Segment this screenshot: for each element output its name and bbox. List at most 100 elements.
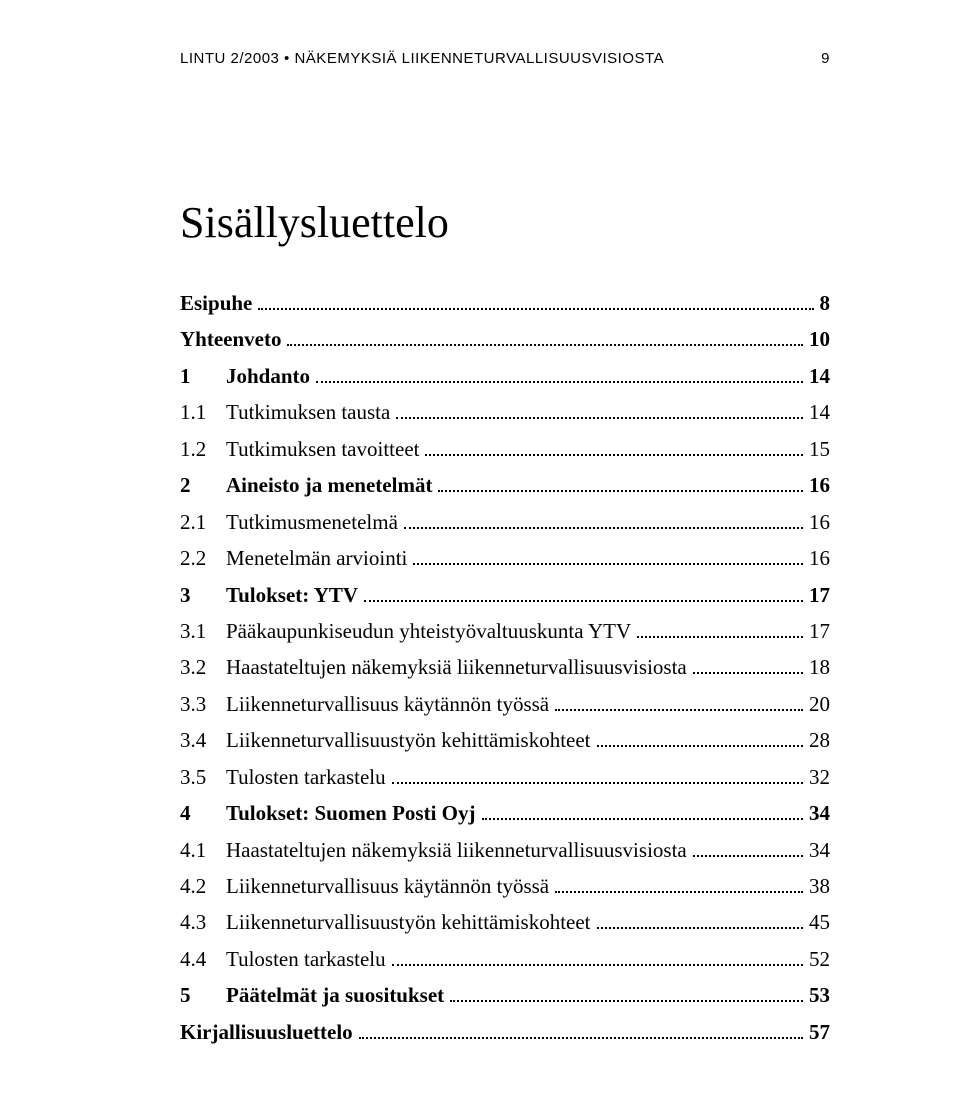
toc-entry-page: 52 xyxy=(809,944,830,974)
toc-entry-label: Aineisto ja menetelmät xyxy=(226,470,432,500)
toc-entry-label: Yhteenveto xyxy=(180,324,281,354)
toc-leader-dots xyxy=(597,913,803,930)
toc-leader-dots xyxy=(392,949,803,966)
toc-row: 3.5Tulosten tarkastelu 32 xyxy=(180,762,830,792)
toc-row: 3.4Liikenneturvallisuustyön kehittämisko… xyxy=(180,725,830,755)
toc-entry-page: 18 xyxy=(809,652,830,682)
toc-entry-number: 2 xyxy=(180,470,226,500)
toc-entry-label: Tulokset: Suomen Posti Oyj xyxy=(226,798,476,828)
toc-entry-label: Johdanto xyxy=(226,361,310,391)
toc-entry-label: Tutkimusmenetelmä xyxy=(226,507,398,537)
toc-entry-page: 15 xyxy=(809,434,830,464)
toc-leader-dots xyxy=(450,986,803,1003)
toc-entry-number: 2.1 xyxy=(180,507,226,537)
toc-entry-number: 4.2 xyxy=(180,871,226,901)
toc-entry-page: 16 xyxy=(809,543,830,573)
toc-leader-dots xyxy=(396,403,803,420)
toc-row: 3.3Liikenneturvallisuus käytännön työssä… xyxy=(180,689,830,719)
toc-entry-label: Tutkimuksen tausta xyxy=(226,397,390,427)
toc-row: Esipuhe 8 xyxy=(180,288,830,318)
toc-row: 5Päätelmät ja suositukset 53 xyxy=(180,980,830,1010)
toc-entry-number: 5 xyxy=(180,980,226,1010)
toc-row: 2.2Menetelmän arviointi 16 xyxy=(180,543,830,573)
toc-row: 4.4Tulosten tarkastelu52 xyxy=(180,944,830,974)
toc-entry-label: Tutkimuksen tavoitteet xyxy=(226,434,419,464)
toc-entry-page: 10 xyxy=(809,324,830,354)
toc-entry-page: 17 xyxy=(809,616,830,646)
toc-row: Yhteenveto 10 xyxy=(180,324,830,354)
toc-leader-dots xyxy=(359,1022,803,1039)
toc-row: 4.2Liikenneturvallisuus käytännön työssä… xyxy=(180,871,830,901)
toc-leader-dots xyxy=(425,439,803,456)
toc-entry-number: 4.3 xyxy=(180,907,226,937)
toc-leader-dots xyxy=(637,621,803,638)
toc-entry-label: Liikenneturvallisuus käytännön työssä xyxy=(226,689,549,719)
toc-leader-dots xyxy=(597,731,803,748)
toc-leader-dots xyxy=(258,293,813,310)
toc-entry-number: 1 xyxy=(180,361,226,391)
toc-entry-page: 45 xyxy=(809,907,830,937)
toc-entry-label: Haastateltujen näkemyksiä liikenneturval… xyxy=(226,835,687,865)
toc-entry-page: 34 xyxy=(809,798,830,828)
running-head: LINTU 2/2003 • NÄKEMYKSIÄ LIIKENNETURVAL… xyxy=(180,50,830,67)
toc-entry-label: Liikenneturvallisuustyön kehittämiskohte… xyxy=(226,725,591,755)
toc-entry-label: Päätelmät ja suositukset xyxy=(226,980,444,1010)
toc-leader-dots xyxy=(438,476,803,493)
toc-leader-dots xyxy=(316,366,803,383)
toc-entry-page: 16 xyxy=(809,507,830,537)
toc-entry-label: Pääkaupunkiseudun yhteistyövaltuuskunta … xyxy=(226,616,631,646)
page-title: Sisällysluettelo xyxy=(180,197,830,248)
toc-entry-number: 3.2 xyxy=(180,652,226,682)
toc-entry-page: 17 xyxy=(809,580,830,610)
toc-entry-page: 53 xyxy=(809,980,830,1010)
running-head-page-number: 9 xyxy=(821,50,830,67)
toc-row: 3Tulokset: YTV 17 xyxy=(180,580,830,610)
toc-entry-number: 1.1 xyxy=(180,397,226,427)
running-head-text: LINTU 2/2003 • NÄKEMYKSIÄ LIIKENNETURVAL… xyxy=(180,50,664,67)
toc-row: 3.1Pääkaupunkiseudun yhteistyövaltuuskun… xyxy=(180,616,830,646)
toc-entry-page: 16 xyxy=(809,470,830,500)
toc-entry-label: Liikenneturvallisuus käytännön työssä xyxy=(226,871,549,901)
toc-entry-page: 14 xyxy=(809,397,830,427)
toc-leader-dots xyxy=(413,548,803,565)
toc-leader-dots xyxy=(693,658,803,675)
toc-leader-dots xyxy=(392,767,803,784)
toc-entry-number: 3.4 xyxy=(180,725,226,755)
toc-entry-page: 57 xyxy=(809,1017,830,1047)
toc-entry-number: 3.3 xyxy=(180,689,226,719)
toc-row: 1Johdanto 14 xyxy=(180,361,830,391)
toc-leader-dots xyxy=(482,803,803,820)
toc-entry-page: 32 xyxy=(809,762,830,792)
toc-row: 4Tulokset: Suomen Posti Oyj34 xyxy=(180,798,830,828)
toc-row: 1.2Tutkimuksen tavoitteet 15 xyxy=(180,434,830,464)
toc-entry-page: 14 xyxy=(809,361,830,391)
toc-entry-number: 3 xyxy=(180,580,226,610)
toc-entry-page: 8 xyxy=(820,288,831,318)
toc-leader-dots xyxy=(364,585,803,602)
toc-entry-number: 1.2 xyxy=(180,434,226,464)
toc-leader-dots xyxy=(287,330,803,347)
toc-entry-number: 2.2 xyxy=(180,543,226,573)
toc-row: 4.3Liikenneturvallisuustyön kehittämisko… xyxy=(180,907,830,937)
page: LINTU 2/2003 • NÄKEMYKSIÄ LIIKENNETURVAL… xyxy=(0,0,960,1113)
toc-leader-dots xyxy=(404,512,803,529)
toc-entry-label: Tulosten tarkastelu xyxy=(226,762,386,792)
toc-row: Kirjallisuusluettelo57 xyxy=(180,1017,830,1047)
toc-leader-dots xyxy=(555,694,803,711)
toc-entry-label: Esipuhe xyxy=(180,288,252,318)
toc-row: 1.1Tutkimuksen tausta 14 xyxy=(180,397,830,427)
toc-row: 2.1Tutkimusmenetelmä 16 xyxy=(180,507,830,537)
toc-entry-label: Menetelmän arviointi xyxy=(226,543,407,573)
toc-leader-dots xyxy=(693,840,803,857)
toc-entry-number: 3.1 xyxy=(180,616,226,646)
toc-entry-page: 34 xyxy=(809,835,830,865)
toc-entry-number: 4.4 xyxy=(180,944,226,974)
toc-row: 2Aineisto ja menetelmät 16 xyxy=(180,470,830,500)
toc-entry-number: 4.1 xyxy=(180,835,226,865)
toc-entry-number: 3.5 xyxy=(180,762,226,792)
toc-entry-label: Tulokset: YTV xyxy=(226,580,358,610)
toc-row: 3.2Haastateltujen näkemyksiä liikennetur… xyxy=(180,652,830,682)
toc-leader-dots xyxy=(555,876,803,893)
toc-entry-page: 38 xyxy=(809,871,830,901)
toc-entry-label: Haastateltujen näkemyksiä liikenneturval… xyxy=(226,652,687,682)
